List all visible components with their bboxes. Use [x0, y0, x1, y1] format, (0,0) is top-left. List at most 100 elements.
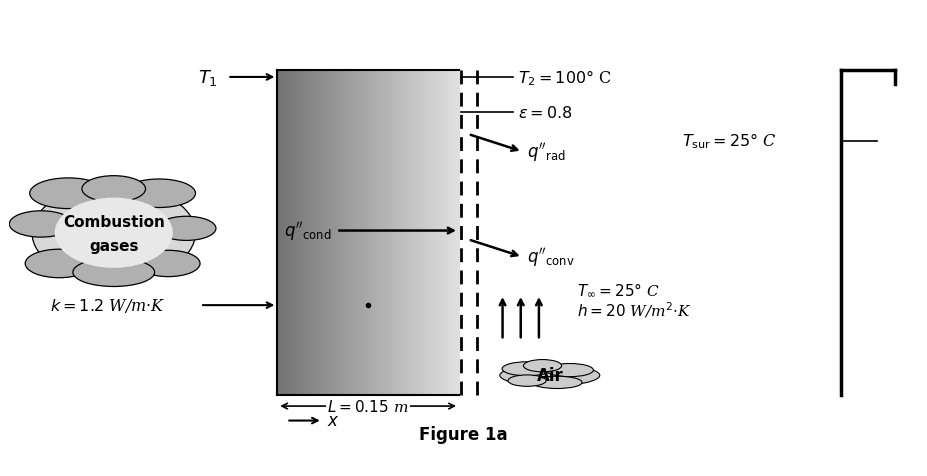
Ellipse shape: [55, 198, 172, 268]
Bar: [357, 71, 360, 395]
Bar: [341, 71, 344, 395]
Bar: [302, 71, 305, 395]
Bar: [373, 71, 375, 395]
Ellipse shape: [122, 179, 196, 208]
Ellipse shape: [508, 375, 546, 387]
Bar: [316, 71, 319, 395]
Ellipse shape: [500, 365, 600, 386]
Text: $T_\infty = 25°$ C: $T_\infty = 25°$ C: [577, 281, 660, 299]
Ellipse shape: [32, 185, 196, 281]
Bar: [412, 71, 414, 395]
Bar: [321, 71, 324, 395]
Bar: [384, 71, 387, 395]
Bar: [443, 71, 446, 395]
Bar: [450, 71, 453, 395]
Ellipse shape: [532, 377, 582, 389]
Bar: [371, 71, 374, 395]
Text: $q''_{\mathrm{conv}}$: $q''_{\mathrm{conv}}$: [527, 246, 575, 269]
Bar: [284, 71, 287, 395]
Bar: [448, 71, 451, 395]
Ellipse shape: [546, 364, 593, 377]
Bar: [387, 71, 389, 395]
Bar: [323, 71, 326, 395]
Bar: [432, 71, 435, 395]
Bar: [434, 71, 438, 395]
Bar: [318, 71, 322, 395]
Bar: [293, 71, 297, 395]
Bar: [352, 71, 355, 395]
Bar: [441, 71, 444, 395]
Bar: [348, 71, 350, 395]
Bar: [343, 71, 347, 395]
Bar: [325, 71, 328, 395]
Bar: [327, 71, 330, 395]
Text: Air: Air: [537, 367, 564, 385]
Bar: [375, 71, 378, 395]
Bar: [298, 71, 301, 395]
Ellipse shape: [30, 178, 107, 209]
Ellipse shape: [73, 258, 155, 287]
Bar: [329, 71, 333, 395]
Bar: [377, 71, 380, 395]
Bar: [452, 71, 455, 395]
Bar: [409, 71, 413, 395]
Bar: [349, 71, 353, 395]
Bar: [400, 71, 403, 395]
Bar: [445, 71, 449, 395]
Text: Figure 1a: Figure 1a: [419, 426, 508, 444]
Bar: [438, 71, 441, 395]
Bar: [393, 71, 396, 395]
Bar: [359, 71, 362, 395]
Ellipse shape: [524, 360, 562, 372]
Text: $h = 20$ W/m$^2{\cdot}$K: $h = 20$ W/m$^2{\cdot}$K: [577, 300, 692, 320]
Bar: [286, 71, 289, 395]
Bar: [304, 71, 308, 395]
Bar: [420, 71, 424, 395]
Bar: [454, 71, 458, 395]
Text: $T_1$: $T_1$: [198, 68, 218, 88]
Ellipse shape: [9, 211, 73, 238]
Bar: [429, 71, 433, 395]
Bar: [391, 71, 394, 395]
Text: $T_2 = 100°$ C: $T_2 = 100°$ C: [518, 68, 612, 88]
Bar: [402, 71, 405, 395]
Bar: [337, 71, 339, 395]
Bar: [282, 71, 285, 395]
Text: $q''_{\mathrm{rad}}$: $q''_{\mathrm{rad}}$: [527, 141, 565, 164]
Ellipse shape: [82, 176, 146, 203]
Bar: [307, 71, 310, 395]
Bar: [366, 71, 369, 395]
Ellipse shape: [502, 362, 552, 376]
Bar: [363, 71, 367, 395]
Bar: [427, 71, 430, 395]
Bar: [332, 71, 335, 395]
Text: gases: gases: [89, 239, 138, 254]
Bar: [413, 71, 417, 395]
Bar: [404, 71, 408, 395]
Bar: [362, 71, 364, 395]
Bar: [416, 71, 419, 395]
Text: $L = 0.15$ m: $L = 0.15$ m: [327, 398, 409, 414]
Bar: [368, 71, 372, 395]
Bar: [338, 71, 342, 395]
Bar: [457, 71, 460, 395]
Bar: [388, 71, 392, 395]
Ellipse shape: [157, 217, 216, 241]
Text: Combustion: Combustion: [63, 215, 165, 230]
Bar: [398, 71, 400, 395]
Bar: [418, 71, 421, 395]
Bar: [300, 71, 303, 395]
Text: $T_{\mathrm{sur}} = 25°$ C: $T_{\mathrm{sur}} = 25°$ C: [681, 131, 776, 151]
Bar: [354, 71, 358, 395]
Text: $x$: $x$: [327, 412, 339, 429]
Text: $q''_{\mathrm{cond}}$: $q''_{\mathrm{cond}}$: [284, 219, 332, 243]
Bar: [288, 71, 292, 395]
Text: $k = 1.2$ W/m$\cdot$K: $k = 1.2$ W/m$\cdot$K: [50, 297, 166, 315]
Bar: [313, 71, 317, 395]
Bar: [296, 71, 298, 395]
Bar: [423, 71, 425, 395]
Bar: [437, 71, 439, 395]
Bar: [346, 71, 349, 395]
Bar: [425, 71, 428, 395]
Text: $\varepsilon = 0.8$: $\varepsilon = 0.8$: [518, 104, 572, 121]
